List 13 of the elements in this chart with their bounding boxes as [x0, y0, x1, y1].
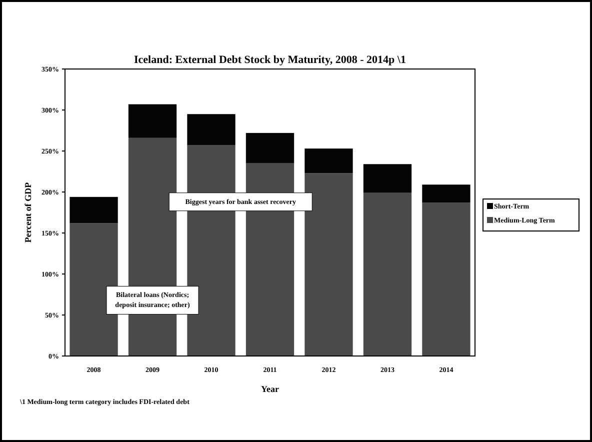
bar: [304, 148, 353, 174]
bar: [363, 192, 412, 356]
bar: [187, 114, 236, 146]
bar: [422, 202, 470, 356]
y-axis-title: Percent of GDP: [23, 182, 33, 243]
bar: [246, 132, 294, 164]
bar: [128, 104, 177, 138]
bar: [70, 196, 118, 224]
bar: [422, 184, 470, 203]
chart-title: Iceland: External Debt Stock by Maturity, 2008 - 2014p \1: [134, 54, 406, 66]
bar: [363, 164, 412, 193]
x-axis-title: Year: [261, 384, 279, 394]
bar: [304, 173, 353, 356]
